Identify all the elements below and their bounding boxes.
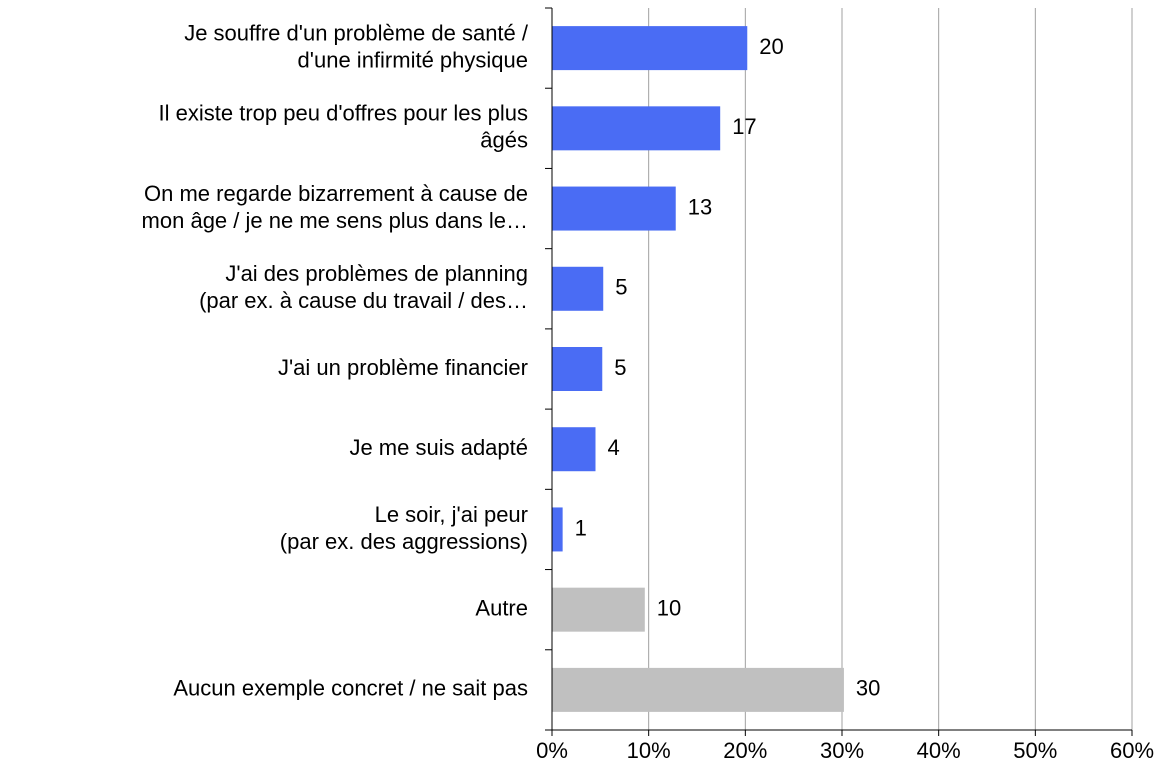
bar: [552, 587, 645, 632]
x-tick-label: 10%: [627, 738, 671, 763]
y-tick-label: On me regarde bizarrement à cause de: [144, 181, 528, 206]
data-label: 13: [688, 194, 712, 219]
data-label: 30: [856, 676, 880, 701]
y-tick-label: Je souffre d'un problème de santé /: [184, 20, 529, 45]
bar: [552, 507, 563, 552]
y-tick-label: J'ai des problèmes de planning: [225, 261, 528, 286]
x-tick-label: 60%: [1110, 738, 1154, 763]
y-tick-label: (par ex. à cause du travail / des…: [199, 288, 528, 313]
y-tick-label: Autre: [475, 595, 528, 620]
y-tick-label: Il existe trop peu d'offres pour les plu…: [159, 101, 528, 126]
bar: [552, 427, 596, 472]
y-tick-label: d'une infirmité physique: [298, 47, 528, 72]
y-tick-label: (par ex. des aggressions): [280, 529, 528, 554]
y-tick-label: J'ai un problème financier: [278, 355, 528, 380]
data-label: 10: [657, 595, 681, 620]
bar: [552, 106, 721, 151]
x-tick-label: 30%: [820, 738, 864, 763]
bar: [552, 186, 676, 231]
y-tick-label: âgés: [480, 128, 528, 153]
data-label: 5: [615, 275, 627, 300]
bar: [552, 347, 603, 391]
x-tick-label: 40%: [917, 738, 961, 763]
x-tick-label: 50%: [1013, 738, 1057, 763]
bar: [552, 266, 604, 311]
x-tick-label: 0%: [536, 738, 568, 763]
x-tick-label: 20%: [723, 738, 767, 763]
data-label: 4: [608, 435, 620, 460]
bar: [552, 26, 748, 71]
y-tick-label: Je me suis adapté: [349, 435, 528, 460]
y-tick-label: mon âge / je ne me sens plus dans le…: [142, 208, 528, 233]
data-label: 20: [759, 34, 783, 59]
y-tick-label: Aucun exemple concret / ne sait pas: [173, 676, 528, 701]
data-label: 1: [575, 515, 587, 540]
bar: [552, 667, 844, 712]
data-label: 5: [614, 355, 626, 380]
data-label: 17: [732, 114, 756, 139]
y-tick-label: Le soir, j'ai peur: [375, 502, 528, 527]
